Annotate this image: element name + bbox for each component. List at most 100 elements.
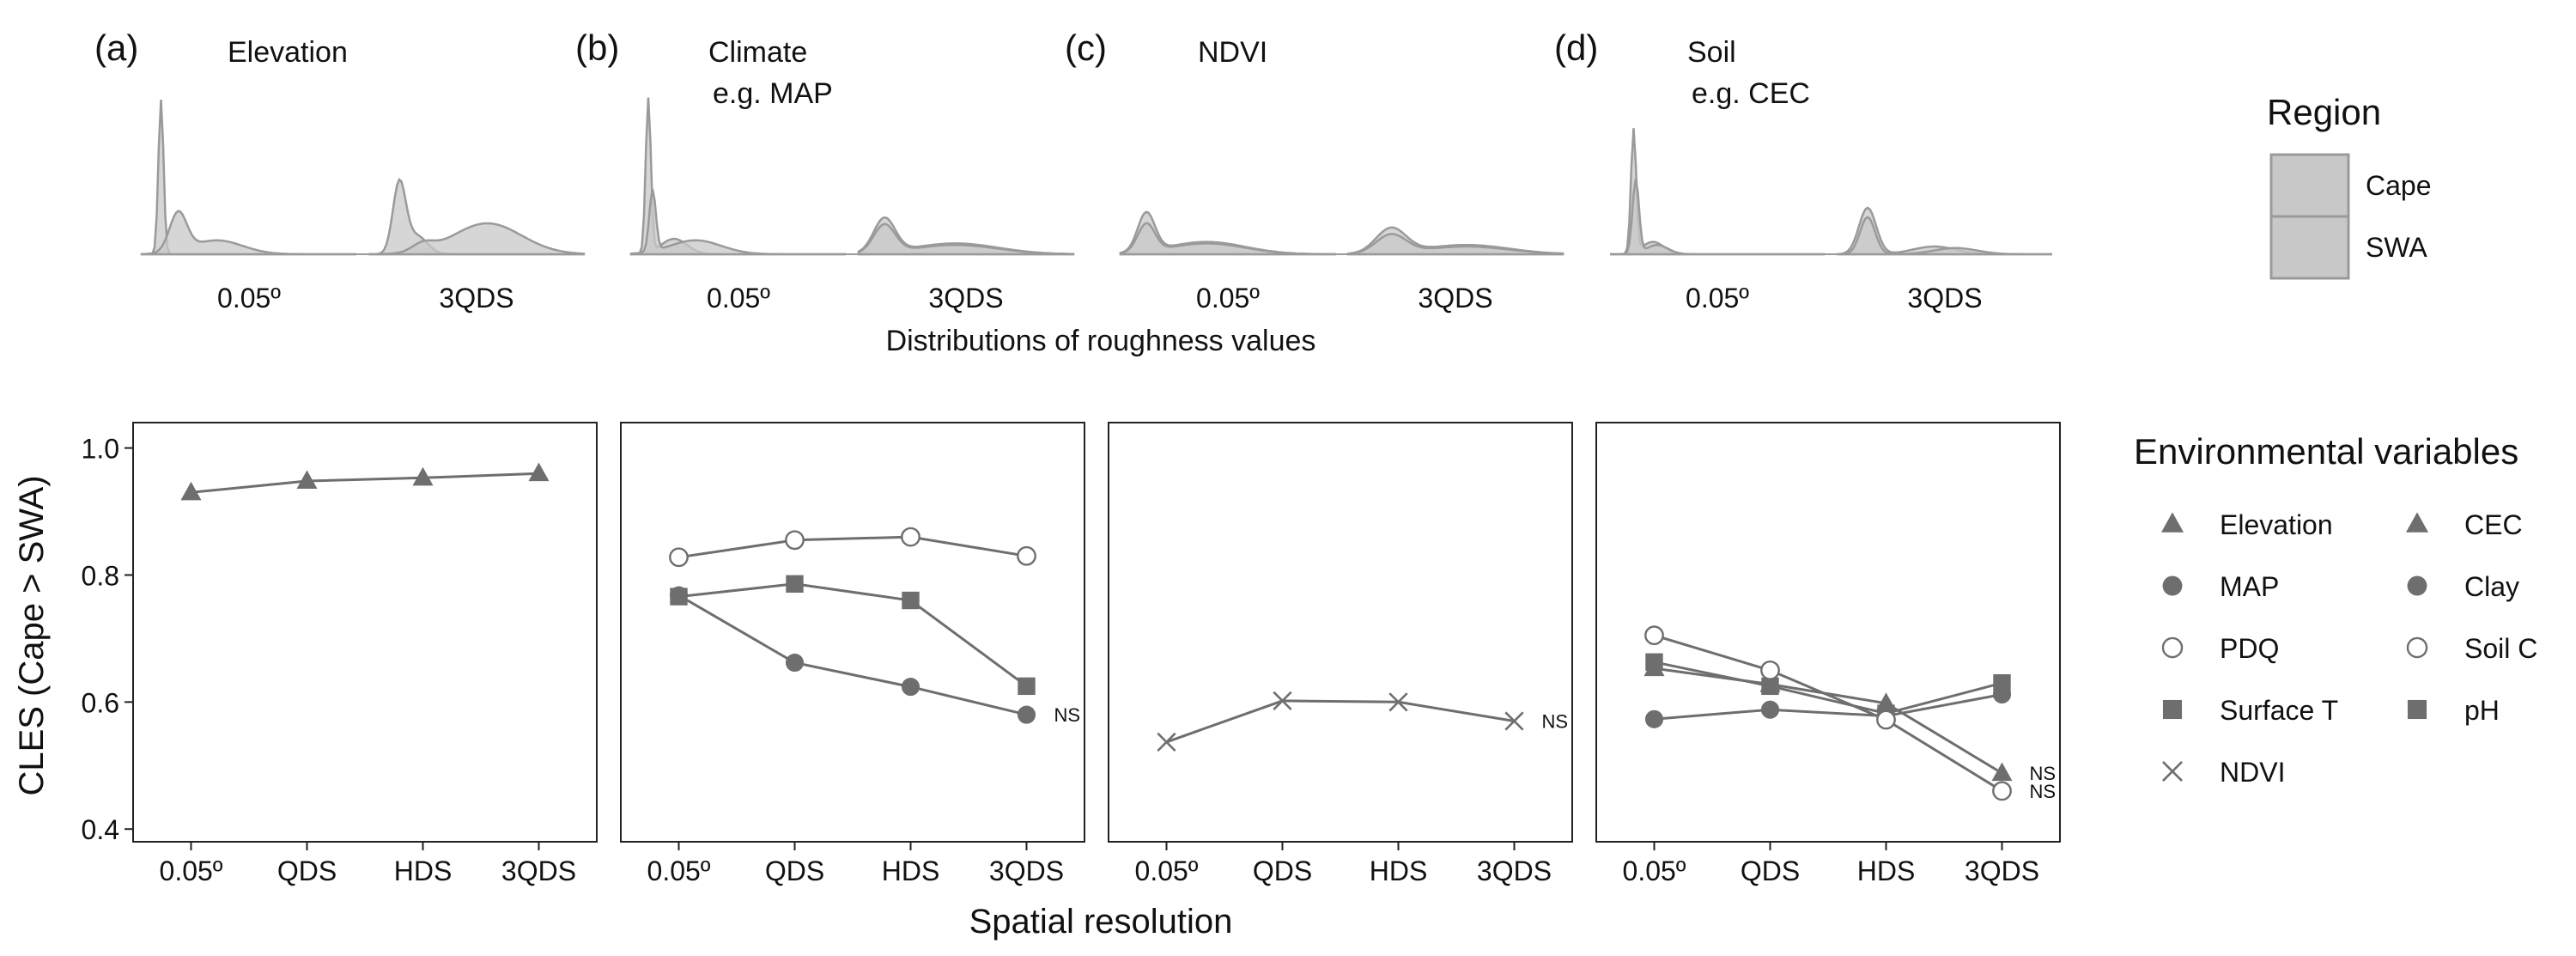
legend-key bbox=[2407, 575, 2427, 596]
region-legend: Region Cape SWA bbox=[2267, 92, 2432, 280]
cles-panel: 0.05º QDS HDS 3QDS NS bbox=[1108, 422, 1573, 886]
data-point bbox=[1991, 762, 2013, 782]
legend-label: Surface T bbox=[2220, 695, 2338, 726]
x-tick-label: 3QDS bbox=[1477, 856, 1552, 886]
legend-key bbox=[2162, 699, 2183, 720]
resolution-label: 3QDS bbox=[928, 283, 1003, 314]
data-point bbox=[1992, 781, 2012, 801]
data-point bbox=[669, 586, 689, 605]
density-swa bbox=[1346, 233, 1564, 256]
panel-letter: (a) bbox=[94, 27, 138, 68]
x-tick-label: 0.05º bbox=[160, 856, 223, 886]
density-panel: (b) Climate e.g. MAP 0.05º 3QDS bbox=[575, 27, 1075, 314]
cles-panel: 0.05º QDS HDS 3QDS bbox=[132, 422, 598, 886]
region-legend-label: SWA bbox=[2366, 232, 2427, 263]
series-elevation bbox=[180, 462, 550, 501]
panel-frame bbox=[132, 422, 598, 843]
panel-frame bbox=[1108, 422, 1573, 843]
data-point bbox=[412, 466, 434, 486]
series-ndvi: NS bbox=[1157, 691, 1569, 752]
data-point bbox=[785, 653, 805, 673]
y-tick-label: 0.8 bbox=[82, 560, 119, 591]
x-tick-label: 3QDS bbox=[989, 856, 1064, 886]
panel-frame bbox=[620, 422, 1085, 843]
region-legend-key bbox=[2269, 153, 2350, 218]
region-legend-key bbox=[2269, 215, 2350, 280]
panel-title: Soil bbox=[1687, 36, 1736, 69]
data-point bbox=[1876, 709, 1896, 730]
series-line bbox=[1654, 661, 2002, 715]
env-legend: Environmental variables Elevation MAP PDQ Su… bbox=[2134, 431, 2537, 788]
series-line bbox=[678, 535, 1027, 559]
legend-key bbox=[2406, 512, 2428, 533]
cles-panel: 0.05º QDS HDS 3QDS NS bbox=[620, 422, 1085, 886]
panel-title: NDVI bbox=[1198, 36, 1267, 69]
legend-label: Elevation bbox=[2220, 509, 2333, 540]
y-tick-label: 0.4 bbox=[82, 814, 119, 845]
resolution-label: 3QDS bbox=[1418, 283, 1492, 314]
density-swa bbox=[1838, 216, 2052, 256]
panel-subtitle: e.g. CEC bbox=[1692, 77, 1810, 110]
data-point bbox=[1157, 732, 1176, 752]
density-swa bbox=[629, 188, 846, 256]
panel-title: Elevation bbox=[228, 36, 348, 69]
panel-letter: (c) bbox=[1065, 27, 1107, 68]
data-point bbox=[1760, 660, 1780, 680]
panel-title: Climate bbox=[708, 36, 807, 69]
ns-label: NS bbox=[1542, 711, 1569, 733]
data-point bbox=[1643, 657, 1665, 677]
legend-label: Clay bbox=[2464, 571, 2519, 602]
legend-label: MAP bbox=[2220, 571, 2279, 602]
data-point bbox=[528, 462, 550, 482]
env-legend-title: Environmental variables bbox=[2134, 431, 2518, 472]
series-pdq bbox=[669, 527, 1036, 568]
panel-frame bbox=[1595, 422, 2061, 843]
panel-subtitle: e.g. MAP bbox=[713, 77, 833, 110]
density-xlabel: Distributions of roughness values bbox=[886, 325, 1316, 357]
density-swa bbox=[140, 210, 356, 256]
series-line bbox=[191, 472, 539, 494]
x-tick-label: 0.05º bbox=[647, 856, 711, 886]
resolution-label: 3QDS bbox=[439, 283, 513, 314]
panel-letter: (d) bbox=[1554, 27, 1598, 68]
x-tick-label: QDS bbox=[277, 856, 337, 886]
data-point bbox=[901, 527, 920, 547]
series-line bbox=[1654, 693, 2002, 721]
series-line bbox=[678, 582, 1028, 688]
legend-label: Soil C bbox=[2464, 633, 2537, 664]
data-point bbox=[1875, 692, 1897, 711]
ns-label: NS bbox=[2030, 781, 2057, 802]
series-line bbox=[677, 594, 1027, 716]
resolution-label: 3QDS bbox=[1907, 283, 1982, 314]
y-tick-label: 1.0 bbox=[82, 434, 119, 465]
x-tick-label: QDS bbox=[1741, 856, 1800, 886]
data-point bbox=[1018, 677, 1036, 696]
legend-label: CEC bbox=[2464, 509, 2523, 540]
x-tick-label: 3QDS bbox=[501, 856, 576, 886]
y-axis-title: CLES (Cape > SWA) bbox=[13, 475, 51, 795]
ns-label: NS bbox=[2030, 763, 2057, 784]
legend-key bbox=[2407, 699, 2427, 720]
density-panel: (d) Soil e.g. CEC 0.05º 3QDS bbox=[1554, 27, 2052, 314]
ns-label: NS bbox=[1054, 704, 1081, 726]
data-point bbox=[785, 530, 805, 551]
density-panels: (a) Elevation 0.05º 3QDS (b) Climate e.g. MAP 0… bbox=[94, 27, 2052, 314]
data-point bbox=[1017, 705, 1036, 724]
density-cape bbox=[629, 97, 846, 256]
legend-label: NDVI bbox=[2220, 757, 2285, 788]
density-swa bbox=[1119, 222, 1336, 256]
data-point bbox=[1993, 673, 2011, 692]
legend-key bbox=[2161, 636, 2184, 659]
data-point bbox=[180, 481, 202, 501]
data-point bbox=[1759, 673, 1781, 692]
y-tick-label: 0.6 bbox=[82, 687, 119, 718]
series-map: NS bbox=[669, 586, 1081, 726]
legend-label: pH bbox=[2464, 695, 2500, 726]
data-point bbox=[669, 547, 689, 568]
density-panel: (a) Elevation 0.05º 3QDS bbox=[94, 27, 586, 314]
data-point bbox=[1760, 700, 1780, 719]
data-point bbox=[901, 678, 920, 697]
resolution-label: 0.05º bbox=[1196, 283, 1260, 314]
